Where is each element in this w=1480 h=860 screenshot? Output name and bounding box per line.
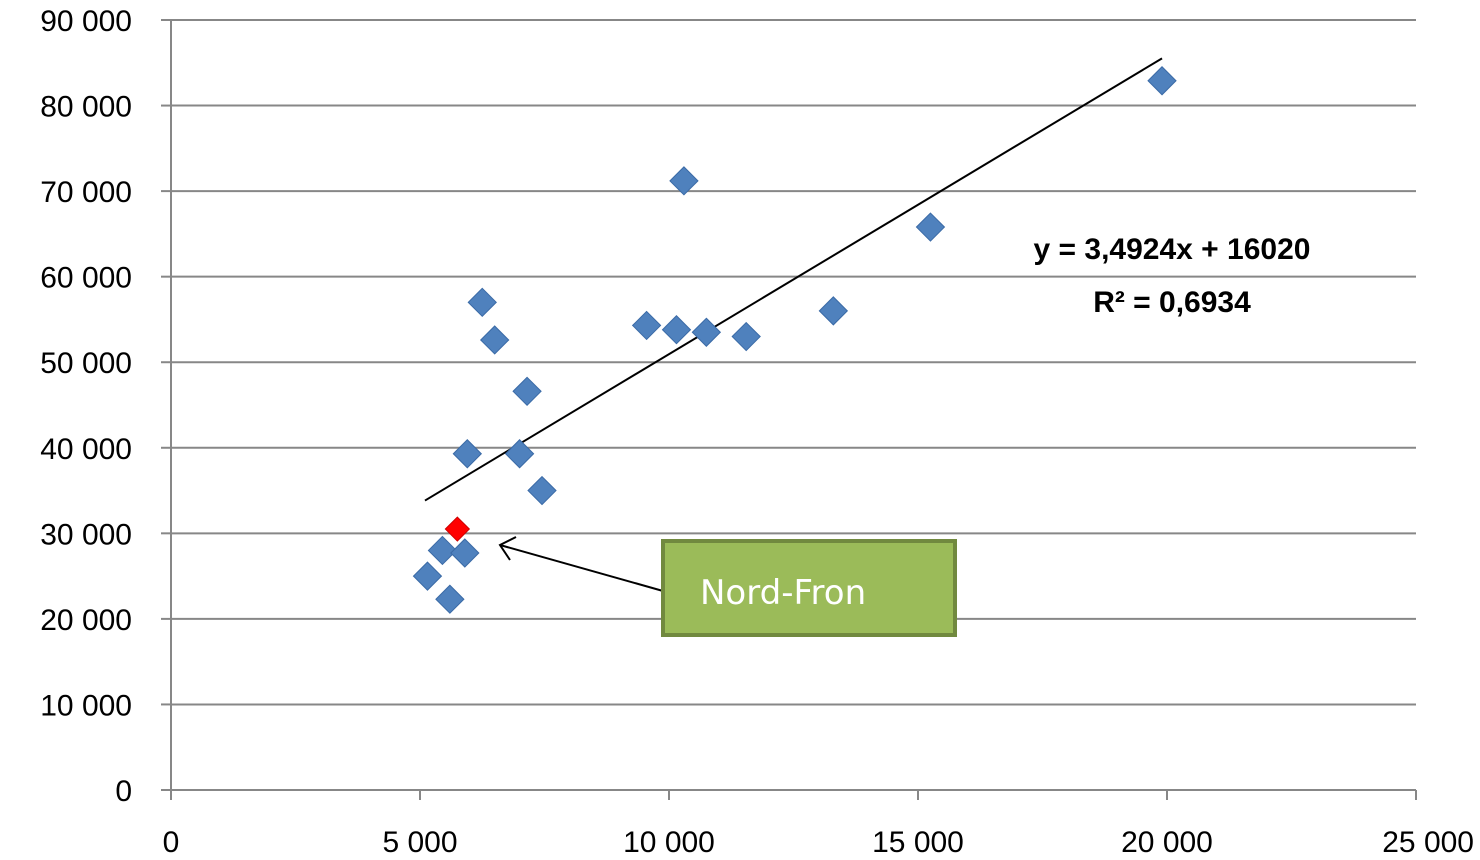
data-point	[661, 315, 692, 345]
y-tick-label: 30 000	[40, 518, 132, 551]
x-tick-label: 5 000	[382, 826, 457, 859]
callout-label: Nord-Fron	[700, 573, 866, 613]
trendline-layer	[424, 57, 1163, 502]
y-tick-label: 50 000	[40, 347, 132, 380]
data-points	[412, 66, 1177, 614]
y-tick-label: 20 000	[40, 604, 132, 637]
data-point	[412, 561, 443, 591]
data-point	[669, 166, 699, 196]
highlight-point	[444, 516, 471, 542]
data-point	[731, 321, 761, 352]
x-tick-label: 20 000	[1121, 826, 1213, 859]
data-point	[818, 296, 849, 326]
x-tick-label: 25 000	[1382, 826, 1474, 859]
y-tick-label: 0	[115, 775, 132, 808]
data-point	[631, 310, 662, 341]
highlight-layer	[444, 516, 471, 542]
data-point	[512, 376, 542, 407]
trendline-equation: y = 3,4924x + 16020 R² = 0,6934	[1034, 233, 1311, 319]
data-point	[691, 317, 722, 347]
y-tick-label: 40 000	[40, 433, 132, 466]
trendline-equation-text: y = 3,4924x + 16020	[1034, 233, 1311, 266]
y-tick-label: 70 000	[40, 176, 132, 209]
y-tick-labels: 0 10 000 20 000 30 000 40 000 50 000 60 000 70 …	[40, 5, 132, 808]
data-point	[915, 212, 946, 242]
data-point	[467, 287, 497, 318]
callout-box	[661, 539, 957, 637]
data-point	[427, 535, 458, 566]
x-tick-labels: 0 5 000 10 000 15 000 20 000 25 000	[163, 826, 1474, 859]
data-point	[450, 538, 480, 568]
y-tick-label: 90 000	[40, 5, 132, 38]
data-point	[504, 439, 535, 469]
r-squared-text: R² = 0,6934	[1093, 286, 1251, 319]
callout-arrow-line	[499, 544, 664, 592]
x-tick-label: 0	[163, 826, 180, 859]
data-point	[1147, 66, 1177, 96]
y-tick-label: 60 000	[40, 262, 132, 295]
data-point	[452, 439, 483, 469]
callout: Nord-Fron	[498, 536, 957, 637]
callout-arrowhead-icon	[498, 536, 517, 561]
data-point	[435, 584, 465, 614]
axis-layer	[161, 19, 1417, 800]
x-tick-label: 15 000	[872, 826, 964, 859]
grid-layer	[171, 19, 1416, 706]
y-tick-label: 80 000	[40, 91, 132, 124]
data-point	[527, 475, 557, 506]
y-tick-label: 10 000	[40, 689, 132, 722]
x-tick-label: 10 000	[623, 826, 715, 859]
data-point	[479, 325, 510, 355]
trendline	[424, 57, 1163, 502]
